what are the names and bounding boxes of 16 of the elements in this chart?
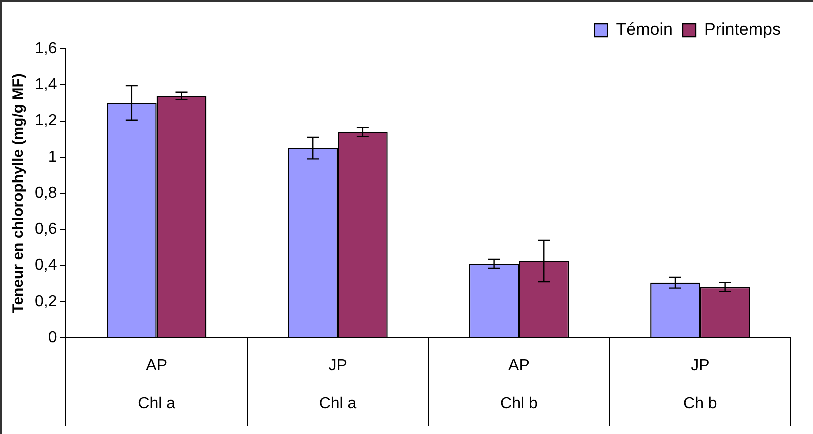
category-label: JP Chl a [319, 357, 357, 412]
category-label: JP Ch b [684, 357, 718, 412]
y-tick-label: 1 [48, 148, 58, 166]
y-tick-label: 1,4 [34, 76, 58, 94]
category-label: AP Chl a [138, 357, 176, 412]
y-tick-label: 1,2 [34, 112, 58, 130]
y-tick-label: 0,4 [34, 257, 58, 274]
category-label: AP Chl b [500, 357, 538, 412]
y-tick-label: 1,6 [34, 40, 58, 58]
legend-label: Printemps [704, 20, 782, 40]
y-tick-label: 0,6 [34, 221, 58, 238]
y-tick-label: 0,8 [34, 184, 58, 202]
y-tick-label: 0,2 [34, 293, 58, 310]
y-axis-title: Teneur en chlorophylle (mg/g MF) [10, 74, 28, 314]
legend-label: Témoin [616, 20, 673, 40]
y-tick-label: 0 [48, 329, 58, 346]
